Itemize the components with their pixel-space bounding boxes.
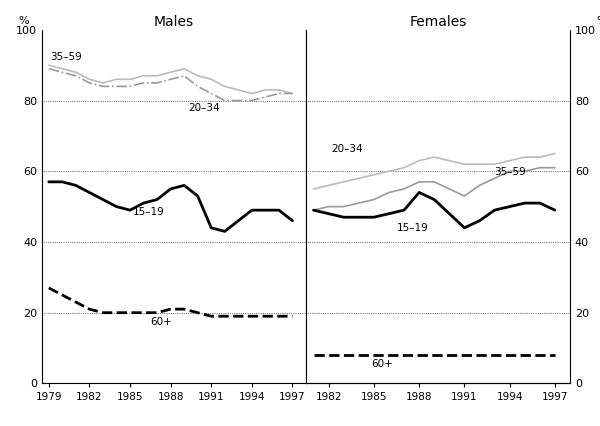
Text: 35–59: 35–59	[50, 52, 82, 62]
Text: %: %	[18, 16, 29, 26]
Text: 35–59: 35–59	[494, 167, 526, 177]
Text: 60+: 60+	[371, 360, 392, 369]
Text: 15–19: 15–19	[397, 223, 428, 233]
Title: Females: Females	[409, 14, 467, 29]
Text: 15–19: 15–19	[133, 207, 164, 217]
Text: 20–34: 20–34	[188, 103, 220, 113]
Text: 60+: 60+	[151, 317, 172, 327]
Title: Males: Males	[154, 14, 194, 29]
Text: %: %	[596, 16, 600, 26]
Text: 20–34: 20–34	[332, 144, 363, 154]
